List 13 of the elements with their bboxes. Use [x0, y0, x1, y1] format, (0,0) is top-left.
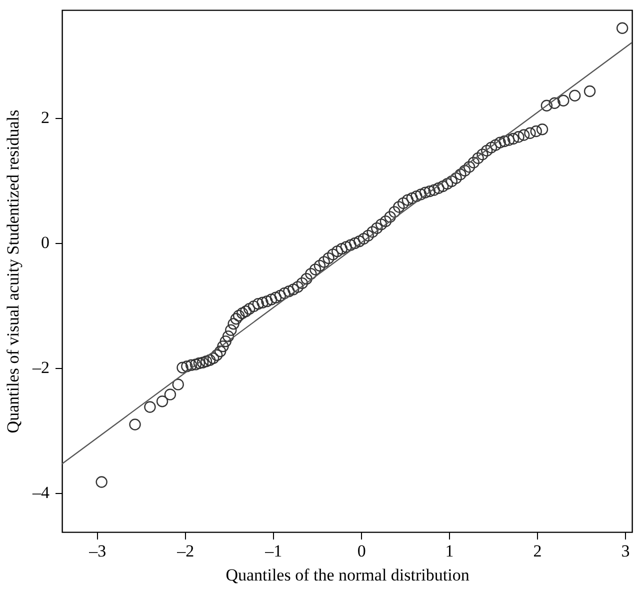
- x-tick-label: –3: [88, 542, 106, 560]
- y-tick-label: 0: [41, 233, 50, 252]
- x-tick-label: 2: [533, 542, 542, 560]
- y-axis-title: Quantiles of visual acuity Studentized residuals: [4, 110, 22, 434]
- x-tick-label: 1: [445, 542, 454, 560]
- x-tick-label: –2: [176, 542, 194, 560]
- x-tick-label: 3: [621, 542, 630, 560]
- x-tick-label: 0: [357, 542, 366, 560]
- x-axis-title: Quantiles of the normal distribution: [226, 566, 470, 584]
- x-tick-label: –1: [264, 542, 282, 560]
- y-tick-label: –2: [32, 358, 50, 378]
- y-tick-label: –4: [32, 483, 50, 502]
- y-tick-label: 2: [41, 108, 50, 128]
